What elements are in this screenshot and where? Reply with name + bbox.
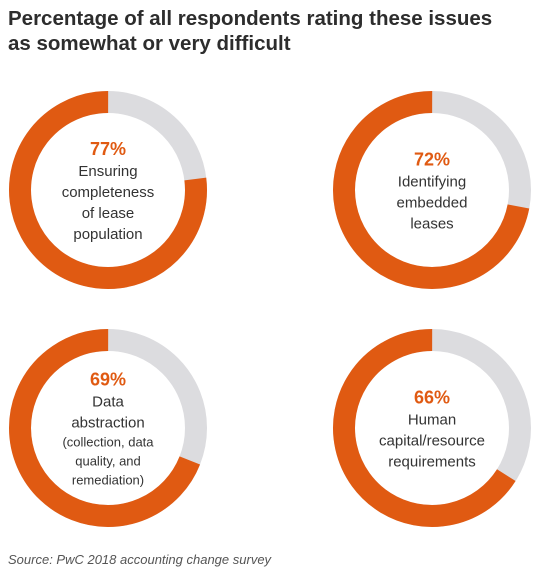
- chart-title-line-2: as somewhat or very difficult: [8, 32, 291, 55]
- donut-2-percent: 72%: [414, 150, 450, 170]
- donut-4-value-arc: [333, 329, 531, 527]
- donut-4-label-line-1: Human: [408, 412, 456, 429]
- donut-1: 77% Ensuring completeness of lease populatio…: [9, 91, 207, 289]
- donut-3-percent: 69%: [90, 370, 126, 390]
- donut-1-percent: 77%: [90, 139, 126, 159]
- donut-2-label-line-2: embedded: [397, 195, 468, 212]
- donut-3-sublabel-line-3: remediation): [72, 473, 144, 488]
- donut-1-label-line-1: Ensuring: [78, 163, 137, 180]
- chart-title-line-1: Percentage of all respondents rating the…: [8, 7, 493, 30]
- donut-1-value-arc: [9, 91, 207, 289]
- donut-1-label-line-2: completeness: [62, 184, 155, 201]
- source-note: Source: PwC 2018 accounting change surve…: [8, 552, 272, 567]
- donut-4: 66% Human capital/resource requirements: [333, 329, 531, 527]
- donut-3-sublabel-line-1: (collection, data: [62, 435, 154, 450]
- donut-3-label-line-1: Data: [92, 394, 124, 411]
- donut-3-label-line-2: abstraction: [71, 415, 144, 432]
- donut-2: 72% Identifying embedded leases: [333, 91, 531, 289]
- donut-2-value-arc: [333, 91, 531, 289]
- donut-1-label-line-3: of lease: [82, 205, 135, 222]
- chart-title: Percentage of all respondents rating the…: [8, 6, 528, 56]
- donut-3-sublabel-line-2: quality, and: [75, 454, 141, 469]
- donut-4-label-line-2: capital/resource: [379, 433, 485, 450]
- donut-2-label-line-3: leases: [410, 216, 453, 233]
- donut-2-label-line-1: Identifying: [398, 174, 466, 191]
- donut-1-label-line-4: population: [73, 226, 142, 243]
- donut-4-percent: 66%: [414, 388, 450, 408]
- donut-3-value-arc: [9, 329, 207, 527]
- donut-3: 69% Data abstraction (collection, data quali…: [9, 329, 207, 527]
- donut-4-label-line-3: requirements: [388, 454, 476, 471]
